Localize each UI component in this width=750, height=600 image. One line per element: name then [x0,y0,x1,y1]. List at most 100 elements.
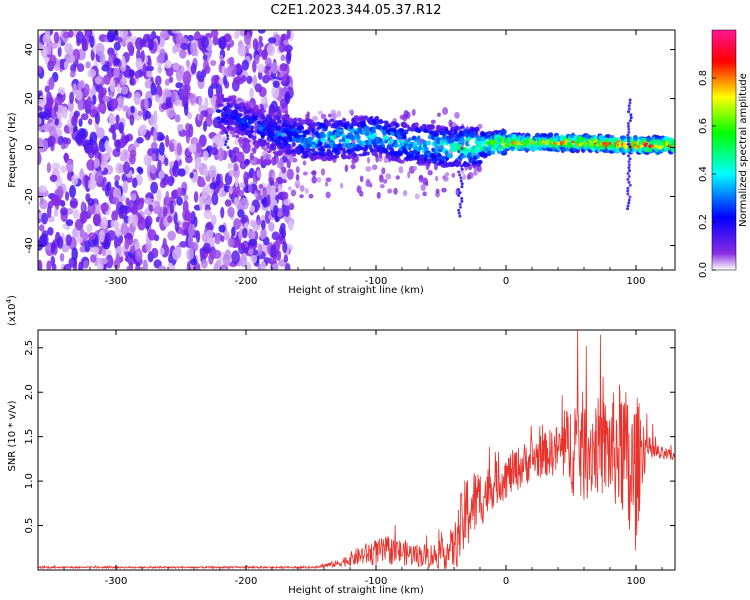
heatmap-cell [379,184,385,189]
heatmap-cell [254,190,258,198]
heatmap-cell [180,42,190,51]
heatmap-cell [64,43,73,54]
heatmap-cell [117,95,124,108]
heatmap-cell [144,79,153,89]
colorbar: 0.0 0.2 0.4 0.6 0.8 Normalized spectral ampl… [698,29,749,278]
heatmap-cell [208,252,214,265]
heatmap-cell [203,168,209,177]
heatmap-cell [233,162,239,172]
heatmap-cell [62,106,68,119]
heatmap-cell [277,119,283,124]
heatmap-cell [84,174,89,189]
heatmap-cell [210,30,219,38]
heatmap-cell [86,223,93,233]
heatmap-cell [131,177,138,189]
heatmap-cell [188,143,197,153]
heatmap-cell [114,174,121,182]
heatmap-cell [284,145,292,150]
heatmap-cell [101,249,107,257]
heatmap-cell [133,92,141,106]
heatmap-cell [69,184,77,199]
heatmap-cell [235,134,240,139]
heatmap-cell [79,168,85,179]
heatmap-cell [425,181,429,187]
heatmap-cell [272,80,280,88]
heatmap-cell [225,113,229,117]
heatmap-cell [671,145,675,151]
snr-panel: -300 -200 -100 0 100 0.5 1.0 1.5 2.0 2.5 Height … [5,295,676,596]
x-tick-label: -200 [235,576,258,587]
heatmap-cell [232,109,239,115]
heatmap-cell [188,123,194,138]
heatmap-cell [185,59,190,68]
heatmap-cell [628,157,632,161]
heatmap-cell [385,173,392,180]
colorbar-tick-label: 0.8 [698,70,709,86]
heatmap-cell [221,190,227,197]
heatmap-cell [150,82,157,96]
heatmap-cell [211,192,219,206]
heatmap-cell [457,211,461,215]
heatmap-cell [113,67,120,79]
heatmap-cell [626,177,630,181]
heatmap-cell [328,118,335,123]
heatmap-cell [234,176,239,188]
heatmap-cell [378,118,384,125]
heatmap-cell [243,158,251,166]
heatmap-cell [626,186,630,190]
heatmap-cell [396,139,401,144]
heatmap-cell [458,161,462,165]
heatmap-cell [346,121,351,128]
x-tick-label: -100 [365,276,388,287]
heatmap-cell [113,41,121,51]
heatmap-cell [401,135,407,140]
heatmap-cell [85,30,91,37]
heatmap-cell [451,172,456,178]
heatmap-cell [71,247,78,262]
heatmap-cell [271,61,278,75]
heatmap-cell [83,231,89,242]
heatmap-cell [255,194,263,201]
heatmap-cell [44,85,50,93]
heatmap-cell [240,217,248,224]
heatmap-cell [144,130,151,141]
heatmap-cell [120,76,128,86]
heatmap-cell [128,69,135,78]
x-tick-label: -300 [105,276,128,287]
heatmap-cell [363,115,369,120]
heatmap-cell [63,263,72,270]
heatmap-cell [459,125,465,129]
heatmap-cell [233,218,241,230]
heatmap-cell [196,142,202,154]
heatmap-cell [422,191,427,197]
heatmap-cell [140,49,145,63]
heatmap-cell [225,119,229,123]
heatmap-cell [110,220,115,228]
y-tick-label: 1.5 [24,429,35,445]
heatmap-cell [280,222,286,231]
heatmap-cell [242,141,251,154]
heatmap-cell [164,157,169,167]
heatmap-cell [290,189,297,197]
heatmap-cell [458,205,462,209]
heatmap-cell [171,92,176,104]
heatmap-cell [195,156,202,169]
heatmap-cell [60,207,68,216]
heatmap-cell [459,158,463,162]
heatmap-cell [626,133,630,137]
heatmap-cell [389,138,395,143]
heatmap-cell [49,54,57,67]
heatmap-cell [207,85,214,99]
heatmap-cell [227,237,235,248]
heatmap-cell [627,166,631,170]
heatmap-cell [136,137,144,144]
heatmap-cell [128,50,134,57]
heatmap-cell [183,103,189,116]
spectrogram-y-label: Frequency (Hz) [7,112,18,188]
heatmap-cell [341,147,346,151]
heatmap-cell [238,182,246,189]
heatmap-cell [365,126,370,130]
heatmap-cell [393,139,398,145]
colorbar-gradient [711,29,737,271]
heatmap-cell [64,191,70,201]
